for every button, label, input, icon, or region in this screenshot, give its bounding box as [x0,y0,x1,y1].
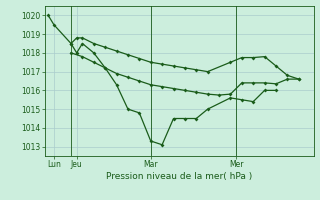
X-axis label: Pression niveau de la mer( hPa ): Pression niveau de la mer( hPa ) [106,172,252,181]
